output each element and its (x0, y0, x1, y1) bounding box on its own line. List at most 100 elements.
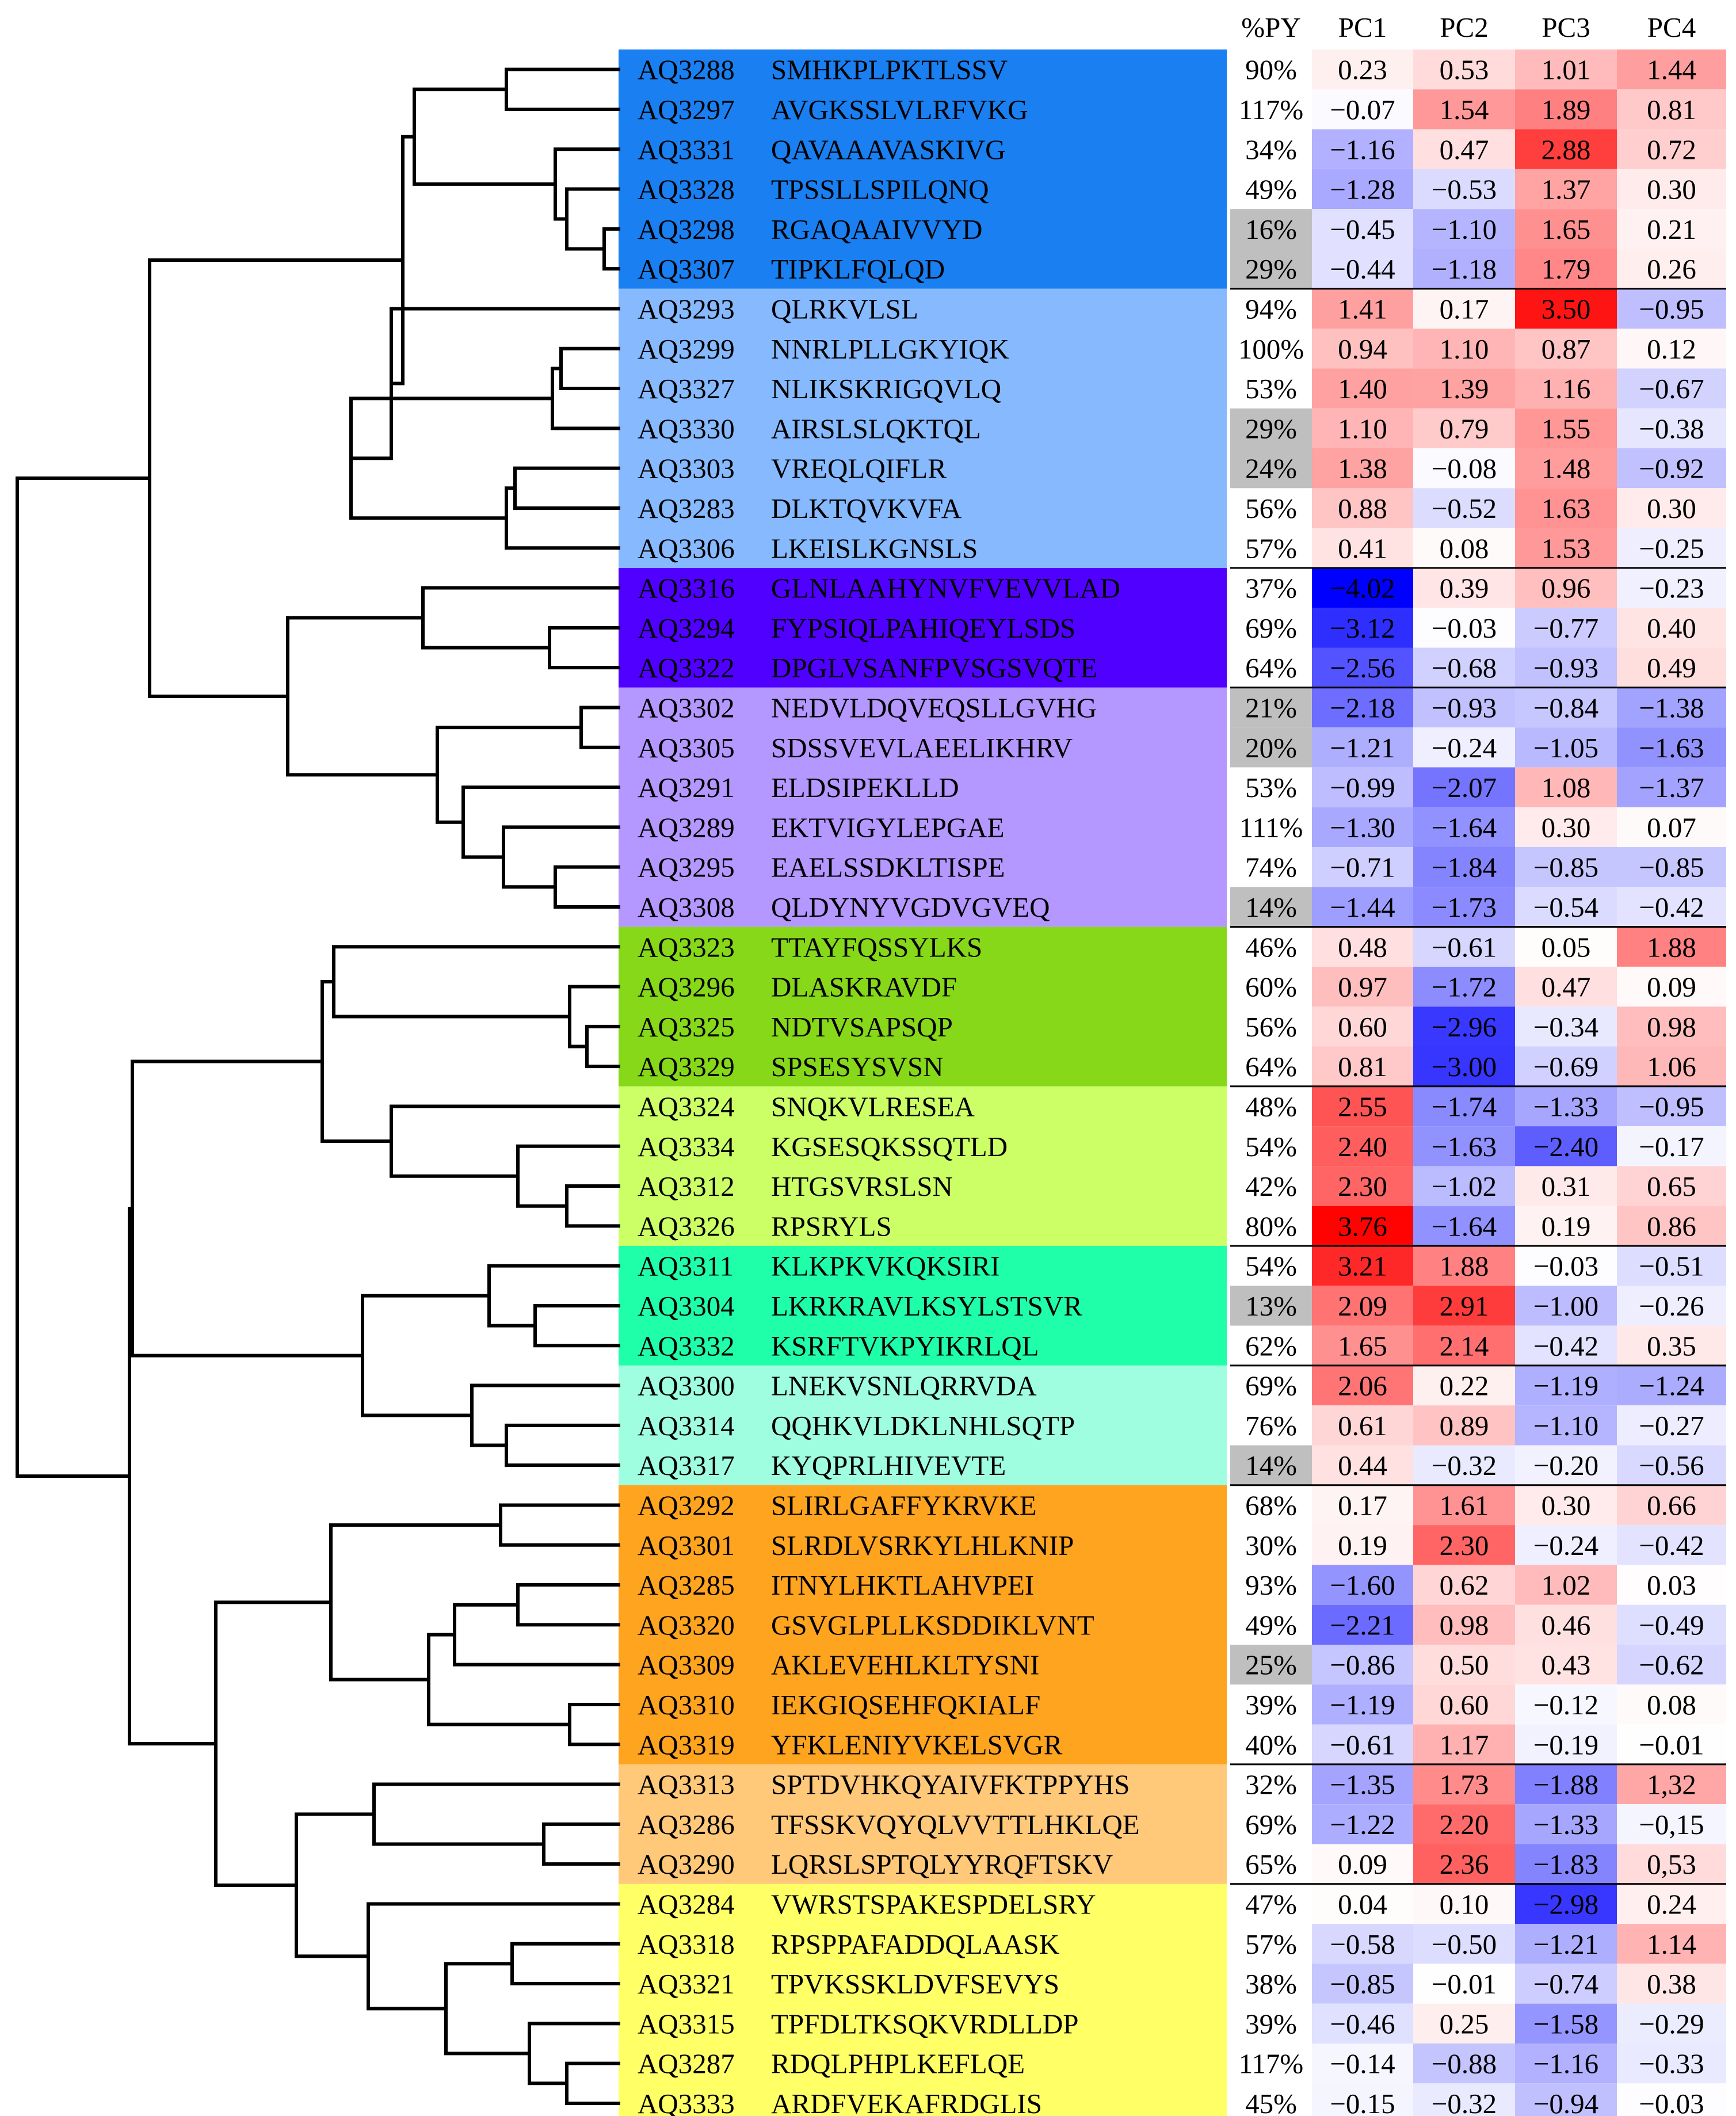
row-pc2-value: 1.17 (1440, 1729, 1489, 1760)
low-py-cell (1230, 1286, 1312, 1326)
heat-cell-pc1 (1312, 1724, 1413, 1764)
row-sequence: LNEKVSNLQRRVDA (771, 1370, 1037, 1402)
dendrogram-branch (367, 1902, 620, 2011)
row-id: AQ3331 (638, 134, 735, 165)
heat-cell-pc4 (1617, 1206, 1726, 1246)
heat-cell-pc2 (1413, 1844, 1515, 1884)
row-pc2-value: −1.72 (1432, 971, 1497, 1003)
heat-cell-pc2 (1413, 408, 1515, 448)
row-py-value: 29% (1245, 253, 1297, 285)
row-sequence: SMHKPLPKTLSSV (771, 54, 1008, 86)
heat-cell-pc3 (1515, 1166, 1617, 1206)
dendrogram-branch (505, 1423, 620, 1467)
row-id: AQ3302 (638, 692, 735, 723)
dendrogram-branch (513, 466, 620, 510)
heat-cell-pc1 (1312, 727, 1413, 768)
cluster-band-8 (619, 1365, 1227, 1485)
row-pc2-value: −0.88 (1432, 2048, 1497, 2080)
heat-cell-pc2 (1413, 1286, 1515, 1326)
heat-cell-pc4 (1617, 89, 1726, 129)
heat-cell-pc1 (1312, 169, 1413, 209)
heat-cell-pc1 (1312, 2003, 1413, 2043)
row-pc4-value: −0,15 (1639, 1809, 1704, 1840)
heat-cell-pc3 (1515, 1684, 1617, 1725)
row-py-value: 29% (1245, 413, 1297, 444)
cluster-bands (619, 49, 1227, 2116)
heat-cell-pc2 (1413, 129, 1515, 169)
heat-cell-pc4 (1617, 1086, 1726, 1127)
row-py-value: 30% (1245, 1530, 1297, 1561)
row-pc3-value: 0.19 (1542, 1210, 1591, 1242)
low-py-cell (1230, 1645, 1312, 1685)
heat-cell-pc1 (1312, 1964, 1413, 2004)
heat-cell-pc4 (1617, 368, 1726, 409)
row-sequence: TFSSKVQYQLVVTTLHKLQE (771, 1809, 1140, 1840)
row-pc2-value: 0.53 (1440, 54, 1489, 86)
row-pc1-value: 2.55 (1338, 1091, 1387, 1122)
row-pc4-value: 0.66 (1647, 1489, 1696, 1521)
row-pc3-value: −2.40 (1533, 1131, 1598, 1162)
dendrogram-branch (332, 945, 620, 1019)
dendrogram-branch (533, 1303, 620, 1348)
heat-cell-pc1 (1312, 249, 1413, 289)
heat-cell-pc1 (1312, 966, 1413, 1007)
row-sequence: KSRFTVKPYIKRLQL (771, 1330, 1039, 1362)
column-header-pc4: PC4 (1647, 12, 1696, 43)
row-pc2-value: 0.98 (1440, 1609, 1489, 1641)
heat-cell-pc3 (1515, 129, 1617, 169)
row-id: AQ3293 (638, 293, 735, 325)
low-py-cell (1230, 249, 1312, 289)
heat-cell-pc2 (1413, 567, 1515, 608)
row-py-value: 16% (1245, 213, 1297, 245)
row-py-value: 69% (1245, 1809, 1297, 1840)
row-pc1-value: −0.86 (1330, 1649, 1395, 1681)
heat-cell-pc2 (1413, 966, 1515, 1007)
heat-cell-pc1 (1312, 847, 1413, 887)
dendrogram-branch (499, 1503, 620, 1547)
row-py-value: 39% (1245, 2008, 1297, 2039)
heat-cell-pc4 (1617, 567, 1726, 608)
heat-cell-pc1 (1312, 887, 1413, 927)
heat-cell-pc2 (1413, 89, 1515, 129)
row-pc2-value: −1.64 (1432, 1210, 1497, 1242)
heat-cell-pc3 (1515, 49, 1617, 90)
dendrogram-branch (505, 486, 620, 550)
heat-cell-pc3 (1515, 608, 1617, 648)
row-py-value: 69% (1245, 1370, 1297, 1402)
row-id: AQ3326 (638, 1210, 735, 1242)
low-py-cell (1230, 687, 1312, 728)
heat-cell-pc1 (1312, 1286, 1413, 1326)
row-py-value: 90% (1245, 54, 1297, 86)
row-id: AQ3309 (638, 1649, 735, 1681)
row-sequence: HTGSVRSLSN (771, 1171, 953, 1202)
heat-cell-pc2 (1413, 1764, 1515, 1805)
row-pc3-value: −1.58 (1533, 2008, 1598, 2039)
row-pc1-value: −1.22 (1330, 1809, 1395, 1840)
dendrogram-branch (565, 2061, 620, 2105)
heat-cell-pc3 (1515, 1924, 1617, 1964)
heat-cell-pc3 (1515, 2083, 1617, 2116)
row-sequence: TPSSLLSPILQNQ (771, 174, 989, 205)
row-py-value: 14% (1245, 891, 1297, 923)
row-pc4-value: 0.72 (1647, 134, 1696, 165)
row-sequence: RGAQAAIVVYD (771, 213, 982, 245)
heat-cell-pc1 (1312, 1206, 1413, 1246)
row-sequence: VWRSTSPAKESPDELSRY (771, 1888, 1096, 1920)
heat-cell-pc2 (1413, 1485, 1515, 1526)
row-py-value: 37% (1245, 573, 1297, 604)
heat-cell-pc2 (1413, 1206, 1515, 1246)
heat-cell-pc4 (1617, 2043, 1726, 2084)
heat-cell-pc1 (1312, 329, 1413, 369)
row-pc1-value: 0.61 (1338, 1410, 1387, 1442)
dendrogram-branch (554, 865, 620, 909)
heat-cell-pc2 (1413, 1325, 1515, 1366)
row-pc2-value: 2.36 (1440, 1848, 1489, 1880)
heat-cell-pc2 (1413, 1405, 1515, 1446)
heat-cell-pc4 (1617, 528, 1726, 568)
row-pc4-value: −0.85 (1639, 852, 1704, 883)
row-id: AQ3316 (638, 573, 735, 604)
row-py-value: 57% (1245, 1928, 1297, 1960)
heat-cell-pc3 (1515, 288, 1617, 329)
row-pc2-value: 0.62 (1440, 1569, 1489, 1601)
row-pc2-value: 2.14 (1440, 1330, 1489, 1362)
